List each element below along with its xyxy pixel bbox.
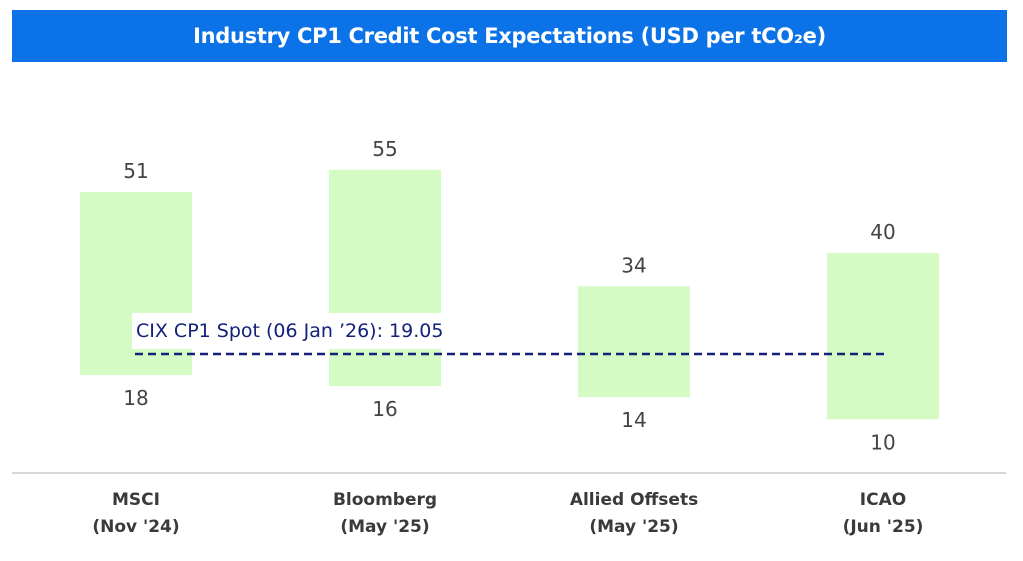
category-sublabel: (May '25) [589, 517, 678, 537]
category-sublabel: (Nov '24) [92, 517, 179, 537]
range-bar [329, 169, 441, 387]
low-value-label: 16 [372, 397, 397, 421]
reference-line-label: CIX CP1 Spot (06 Jan ’26): 19.05 [132, 313, 448, 349]
high-value-label: 40 [870, 220, 895, 244]
category-label: ICAO [860, 490, 906, 510]
high-value-label: 55 [372, 137, 397, 161]
category-label: Bloomberg [333, 490, 437, 510]
category-sublabel: (Jun '25) [843, 517, 924, 537]
low-value-label: 10 [870, 430, 895, 454]
range-bar [827, 253, 939, 420]
low-value-label: 14 [621, 408, 646, 432]
chart-title: Industry CP1 Credit Cost Expectations (U… [12, 10, 1007, 62]
category-label: Allied Offsets [570, 490, 698, 510]
low-value-label: 18 [123, 386, 148, 410]
category-label: MSCI [112, 490, 160, 510]
high-value-label: 51 [123, 159, 148, 183]
high-value-label: 34 [621, 253, 646, 277]
range-bar [578, 286, 690, 398]
category-sublabel: (May '25) [340, 517, 429, 537]
